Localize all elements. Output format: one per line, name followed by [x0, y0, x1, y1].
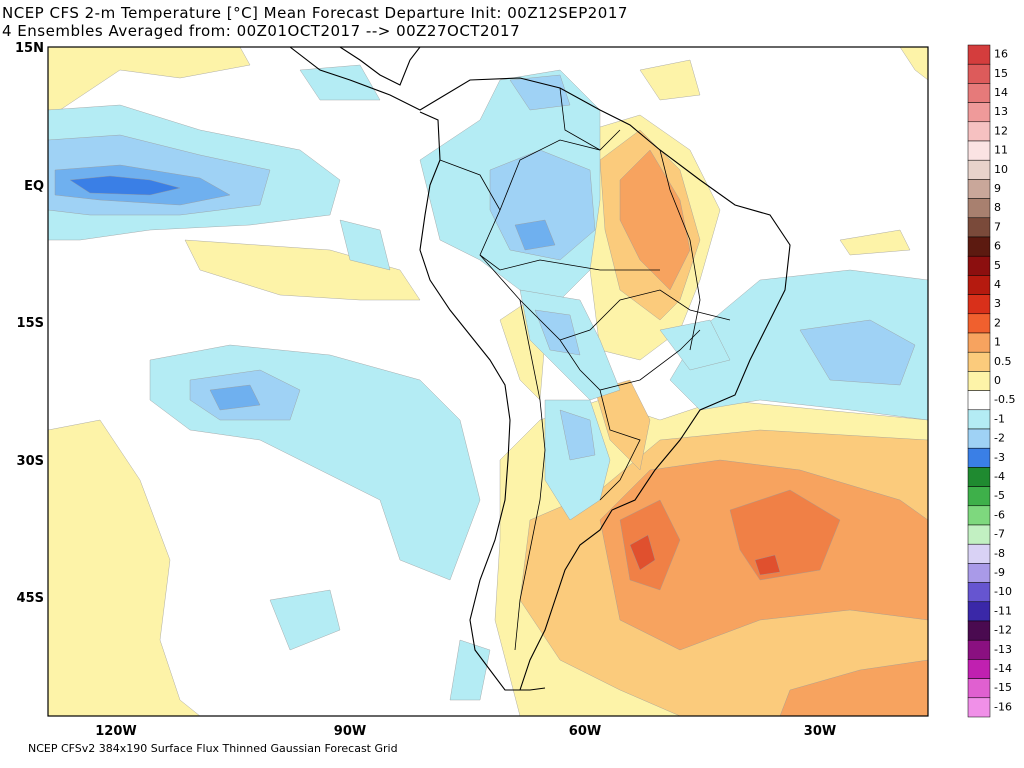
colorbar-label: -6: [994, 508, 1005, 521]
colorbar-swatch: [967, 351, 991, 372]
map-field: [48, 47, 928, 716]
colorbar-label: 5: [994, 259, 1001, 272]
colorbar-label: -14: [994, 662, 1012, 675]
colorbar-label: 14: [994, 86, 1008, 99]
colorbar-swatch: [967, 601, 991, 622]
colorbar-label: 0.5: [994, 355, 1012, 368]
lon-label: 120W: [95, 724, 136, 739]
colorbar-label: -4: [994, 470, 1005, 483]
colorbar-label: 9: [994, 182, 1001, 195]
lat-label: 30S: [17, 454, 44, 469]
colorbar-swatch: [967, 620, 991, 641]
colorbar-label: 2: [994, 316, 1001, 329]
colorbar-label: 16: [994, 48, 1008, 61]
footer: NCEP CFSv2 384x190 Surface Flux Thinned …: [28, 742, 398, 755]
lon-label: 90W: [334, 724, 366, 739]
colorbar-swatch: [967, 313, 991, 334]
map-frame: [47, 46, 929, 717]
colorbar-swatch: [967, 582, 991, 603]
colorbar-swatch: [967, 102, 991, 123]
colorbar-label: -2: [994, 432, 1005, 445]
colorbar-label: -5: [994, 489, 1005, 502]
colorbar-label: 3: [994, 297, 1001, 310]
lat-label: EQ: [24, 179, 44, 194]
colorbar-swatch: [967, 486, 991, 507]
lat-label: 45S: [17, 591, 44, 606]
colorbar-label: -15: [994, 681, 1012, 694]
colorbar-swatch: [967, 659, 991, 679]
colorbar-label: 13: [994, 105, 1008, 118]
colorbar-label: 0: [994, 374, 1001, 387]
colorbar-swatch: [967, 63, 991, 84]
lat-label: 15S: [17, 316, 44, 331]
colorbar-swatch: [967, 371, 991, 391]
colorbar-swatch: [967, 428, 991, 449]
colorbar-swatch: [967, 447, 991, 468]
colorbar-swatch: [967, 467, 991, 487]
colorbar-swatch: [967, 563, 991, 583]
colorbar-label: 15: [994, 67, 1008, 80]
colorbar-label: 1: [994, 336, 1001, 349]
colorbar-label: 8: [994, 201, 1001, 214]
colorbar-swatch: [967, 543, 991, 564]
colorbar-label: -7: [994, 528, 1005, 541]
colorbar-label: 7: [994, 220, 1001, 233]
colorbar-label: 11: [994, 144, 1008, 157]
lat-label: 15N: [15, 41, 44, 56]
colorbar-swatch: [967, 697, 991, 718]
colorbar-label: -1: [994, 412, 1005, 425]
colorbar-swatch: [967, 505, 991, 526]
colorbar-swatch: [967, 140, 991, 161]
colorbar-label: -8: [994, 547, 1005, 560]
colorbar-label: 10: [994, 163, 1008, 176]
lon-label: 30W: [804, 724, 836, 739]
colorbar-swatch: [967, 83, 991, 103]
colorbar-label: -11: [994, 604, 1012, 617]
colorbar-label: -13: [994, 643, 1012, 656]
colorbar-swatch: [967, 217, 991, 238]
colorbar: 16 15 14 13 12 11 10 9 8 7 6 5 4 3 2 1 0.5 0 -0.5 -1 -2 -3 -4 -…: [967, 44, 1015, 718]
colorbar-swatch: [967, 409, 991, 430]
colorbar-label: -16: [994, 700, 1012, 713]
longitude-labels: 120W 90W 60W 30W: [95, 724, 836, 739]
latitude-labels: 15N EQ 15S 30S 45S: [15, 41, 44, 606]
colorbar-label: -0.5: [994, 393, 1015, 406]
colorbar-swatch: [967, 236, 991, 257]
colorbar-swatch: [967, 678, 991, 699]
colorbar-label: 4: [994, 278, 1001, 291]
colorbar-swatch: [967, 44, 991, 65]
colorbar-label: -12: [994, 624, 1012, 637]
colorbar-swatch: [967, 294, 991, 315]
colorbar-label: 6: [994, 240, 1001, 253]
colorbar-swatch: [967, 179, 991, 199]
colorbar-label: -3: [994, 451, 1005, 464]
colorbar-swatch: [967, 159, 991, 180]
lon-label: 60W: [569, 724, 601, 739]
colorbar-swatch: [967, 390, 991, 411]
colorbar-swatch: [967, 639, 991, 660]
colorbar-swatch: [967, 198, 991, 219]
colorbar-swatch: [967, 275, 991, 295]
colorbar-swatch: [967, 121, 991, 142]
colorbar-label: 12: [994, 124, 1008, 137]
colorbar-swatch: [967, 524, 991, 545]
title-line: 4 Ensembles Averaged from: 00Z01OCT2017 …: [2, 22, 520, 40]
colorbar-swatch: [967, 332, 991, 353]
colorbar-label: -9: [994, 566, 1005, 579]
colorbar-swatch: [967, 255, 991, 276]
title-line: NCEP CFS 2-m Temperature [°C] Mean Forec…: [2, 4, 628, 22]
colorbar-label: -10: [994, 585, 1012, 598]
